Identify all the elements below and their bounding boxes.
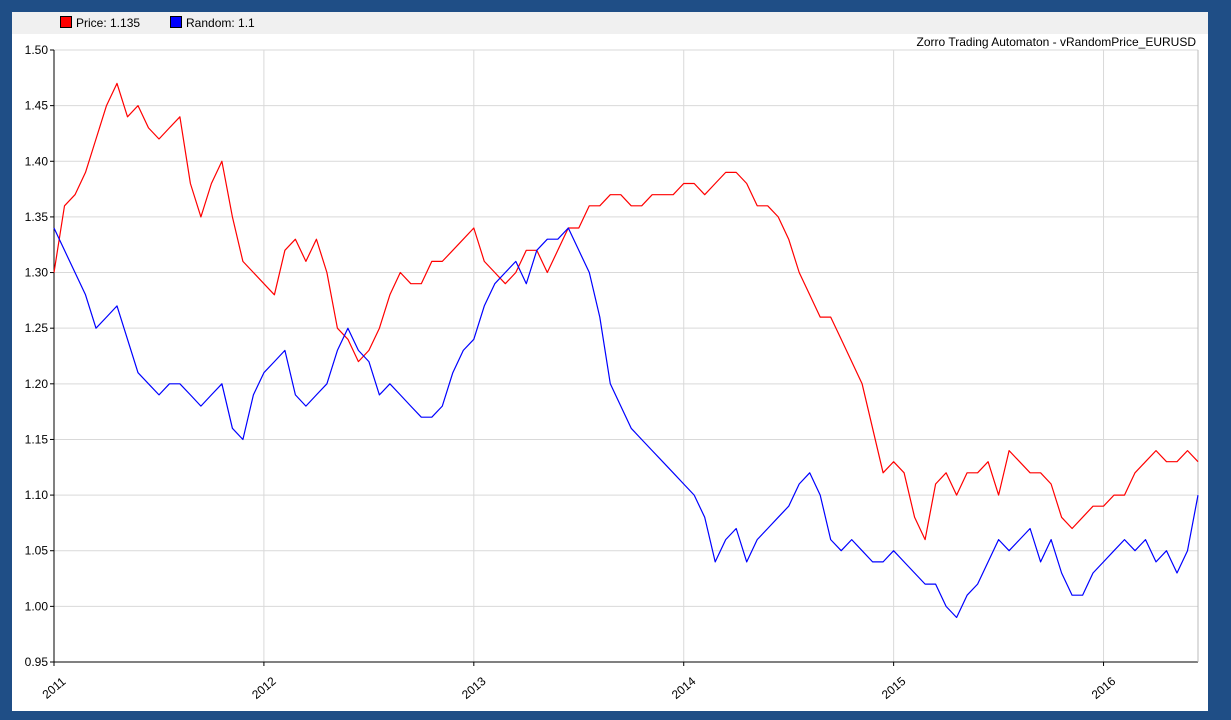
y-tick-label-1: 1.00 bbox=[25, 599, 49, 613]
x-tick-label-2: 2013 bbox=[459, 674, 489, 702]
y-tick-label-3: 1.10 bbox=[25, 488, 49, 502]
x-tick-label-5: 2016 bbox=[1089, 674, 1119, 702]
x-tick-label-4: 2015 bbox=[879, 674, 909, 702]
y-tick-label-8: 1.35 bbox=[25, 210, 49, 224]
random-series-line bbox=[53, 227, 1199, 619]
legend-item-random: Random: 1.1 bbox=[170, 15, 255, 31]
y-tick-label-2: 1.05 bbox=[25, 544, 49, 558]
x-tick-label-1: 2012 bbox=[249, 674, 279, 702]
y-tick-label-0: 0.95 bbox=[25, 655, 49, 669]
x-tick-label-0: 2011 bbox=[40, 674, 69, 702]
y-tick-label-7: 1.30 bbox=[25, 266, 49, 280]
y-tick-label-10: 1.45 bbox=[25, 99, 49, 113]
chart-title: Zorro Trading Automaton - vRandomPrice_E… bbox=[916, 35, 1196, 49]
y-tick-label-5: 1.20 bbox=[25, 377, 49, 391]
chart-frame: Price: 1.135 Random: 1.1 Zorro Trading A… bbox=[12, 12, 1208, 711]
legend: Price: 1.135 Random: 1.1 bbox=[12, 12, 1208, 34]
y-tick-label-4: 1.15 bbox=[25, 432, 49, 446]
price-series-line bbox=[53, 82, 1199, 541]
legend-label-price: Price: 1.135 bbox=[76, 16, 141, 30]
legend-label-random: Random: 1.1 bbox=[186, 16, 255, 30]
x-tick-label-3: 2014 bbox=[669, 674, 699, 702]
legend-swatch-random bbox=[170, 16, 182, 28]
y-tick-label-9: 1.40 bbox=[25, 154, 49, 168]
chart-plot: 0.95 1.00 1.05 1.10 1.15 1.20 1.25 1.30 1.35 1.40… bbox=[25, 43, 1199, 702]
legend-swatch-price bbox=[60, 16, 72, 28]
y-tick-label-6: 1.25 bbox=[25, 321, 49, 335]
legend-item-price: Price: 1.135 bbox=[60, 15, 140, 31]
y-tick-label-11: 1.50 bbox=[25, 43, 49, 57]
